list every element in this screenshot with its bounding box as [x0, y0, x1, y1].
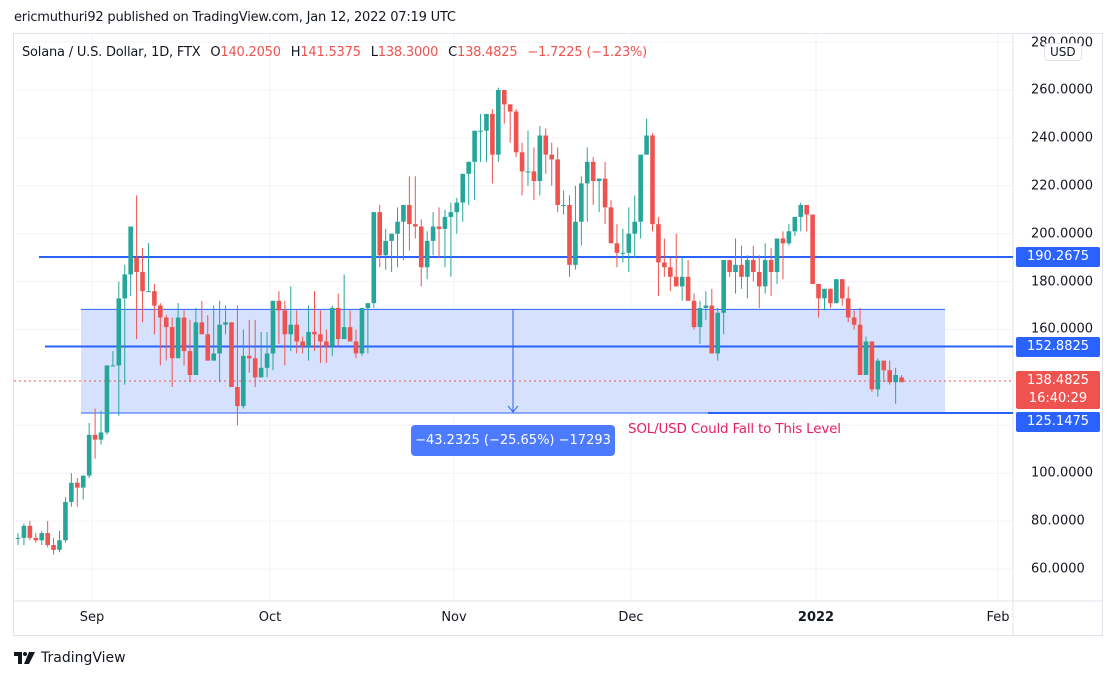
y-tick-220: 220.0000	[1031, 178, 1094, 194]
x-tick-nov: Nov	[441, 610, 467, 625]
x-tick-feb: Feb	[986, 610, 1010, 625]
ohlc-legend: Solana / U.S. Dollar, 1D, FTX O140.2050 …	[22, 45, 647, 60]
currency-button[interactable]: USD	[1044, 43, 1082, 61]
y-tick-240: 240.0000	[1031, 130, 1094, 146]
mid-support-price-tag: 152.8825	[1016, 337, 1100, 357]
open-label: O	[210, 45, 221, 60]
y-tick-100: 100.0000	[1031, 465, 1094, 481]
bar-countdown: 16:40:29	[1028, 391, 1088, 406]
change-value: −1.7225 (−1.23%)	[527, 45, 648, 60]
close-value: 138.4825	[457, 45, 518, 60]
tradingview-logo-icon	[14, 652, 35, 664]
publisher-line: ericmuthuri92 published on TradingView.c…	[14, 10, 456, 25]
measure-arrow	[507, 309, 519, 413]
candles	[15, 87, 904, 555]
text-annotation[interactable]: SOL/USD Could Fall to This Level	[628, 421, 841, 437]
x-tick-oct: Oct	[258, 610, 282, 625]
y-tick-80: 80.0000	[1031, 513, 1085, 529]
close-label: C	[448, 45, 458, 60]
target-price-tag: 125.1475	[1016, 412, 1100, 432]
tradingview-brand[interactable]: TradingView	[14, 650, 126, 666]
y-tick-60: 60.0000	[1031, 561, 1085, 577]
measure-label[interactable]: −43.2325 (−25.65%) −17293	[411, 425, 615, 456]
y-tick-160: 160.0000	[1031, 321, 1094, 337]
high-label: H	[290, 45, 301, 60]
symbol-title[interactable]: Solana / U.S. Dollar, 1D, FTX	[22, 45, 201, 60]
brand-name: TradingView	[41, 650, 126, 666]
high-value: 141.5375	[300, 45, 361, 60]
x-tick-dec: Dec	[618, 610, 644, 625]
low-label: L	[370, 45, 378, 60]
open-value: 140.2050	[220, 45, 281, 60]
last-price-value: 138.4825	[1026, 373, 1090, 388]
low-value: 138.3000	[377, 45, 439, 60]
x-tick-2022: 2022	[797, 610, 835, 625]
last-price-tag: 138.4825 16:40:29	[1016, 371, 1100, 409]
y-tick-180: 180.0000	[1031, 274, 1094, 290]
resistance-price-tag: 190.2675	[1016, 247, 1100, 267]
y-tick-200: 200.0000	[1031, 226, 1094, 242]
y-tick-260: 260.0000	[1031, 82, 1094, 98]
x-tick-sep: Sep	[79, 610, 105, 625]
